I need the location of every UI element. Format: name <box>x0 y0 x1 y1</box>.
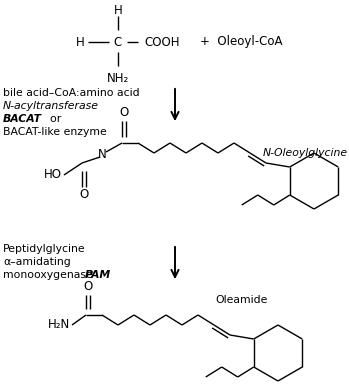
Text: +  Oleoyl-CoA: + Oleoyl-CoA <box>200 35 282 48</box>
Text: O: O <box>83 280 92 294</box>
Text: COOH: COOH <box>144 35 180 48</box>
Text: H₂N: H₂N <box>48 319 70 332</box>
Text: O: O <box>79 188 89 202</box>
Text: or: or <box>43 114 61 124</box>
Text: Oleamide: Oleamide <box>215 295 267 305</box>
Text: α–amidating: α–amidating <box>3 257 71 267</box>
Text: H: H <box>114 4 122 16</box>
Text: N-Oleoylglycine: N-Oleoylglycine <box>263 148 348 158</box>
Text: N: N <box>98 149 106 161</box>
Text: Peptidylglycine: Peptidylglycine <box>3 244 86 254</box>
Text: BACAT-like enzyme: BACAT-like enzyme <box>3 127 107 137</box>
Text: H: H <box>76 35 84 48</box>
Text: N-acyltransferase: N-acyltransferase <box>3 101 99 111</box>
Text: C: C <box>114 35 122 48</box>
Text: PAM: PAM <box>85 270 111 280</box>
Text: HO: HO <box>44 168 62 181</box>
Text: O: O <box>119 106 129 119</box>
Text: monooxygenase: monooxygenase <box>3 270 96 280</box>
Text: NH₂: NH₂ <box>107 71 129 85</box>
Text: bile acid–CoA:amino acid: bile acid–CoA:amino acid <box>3 88 140 98</box>
Text: BACAT: BACAT <box>3 114 42 124</box>
